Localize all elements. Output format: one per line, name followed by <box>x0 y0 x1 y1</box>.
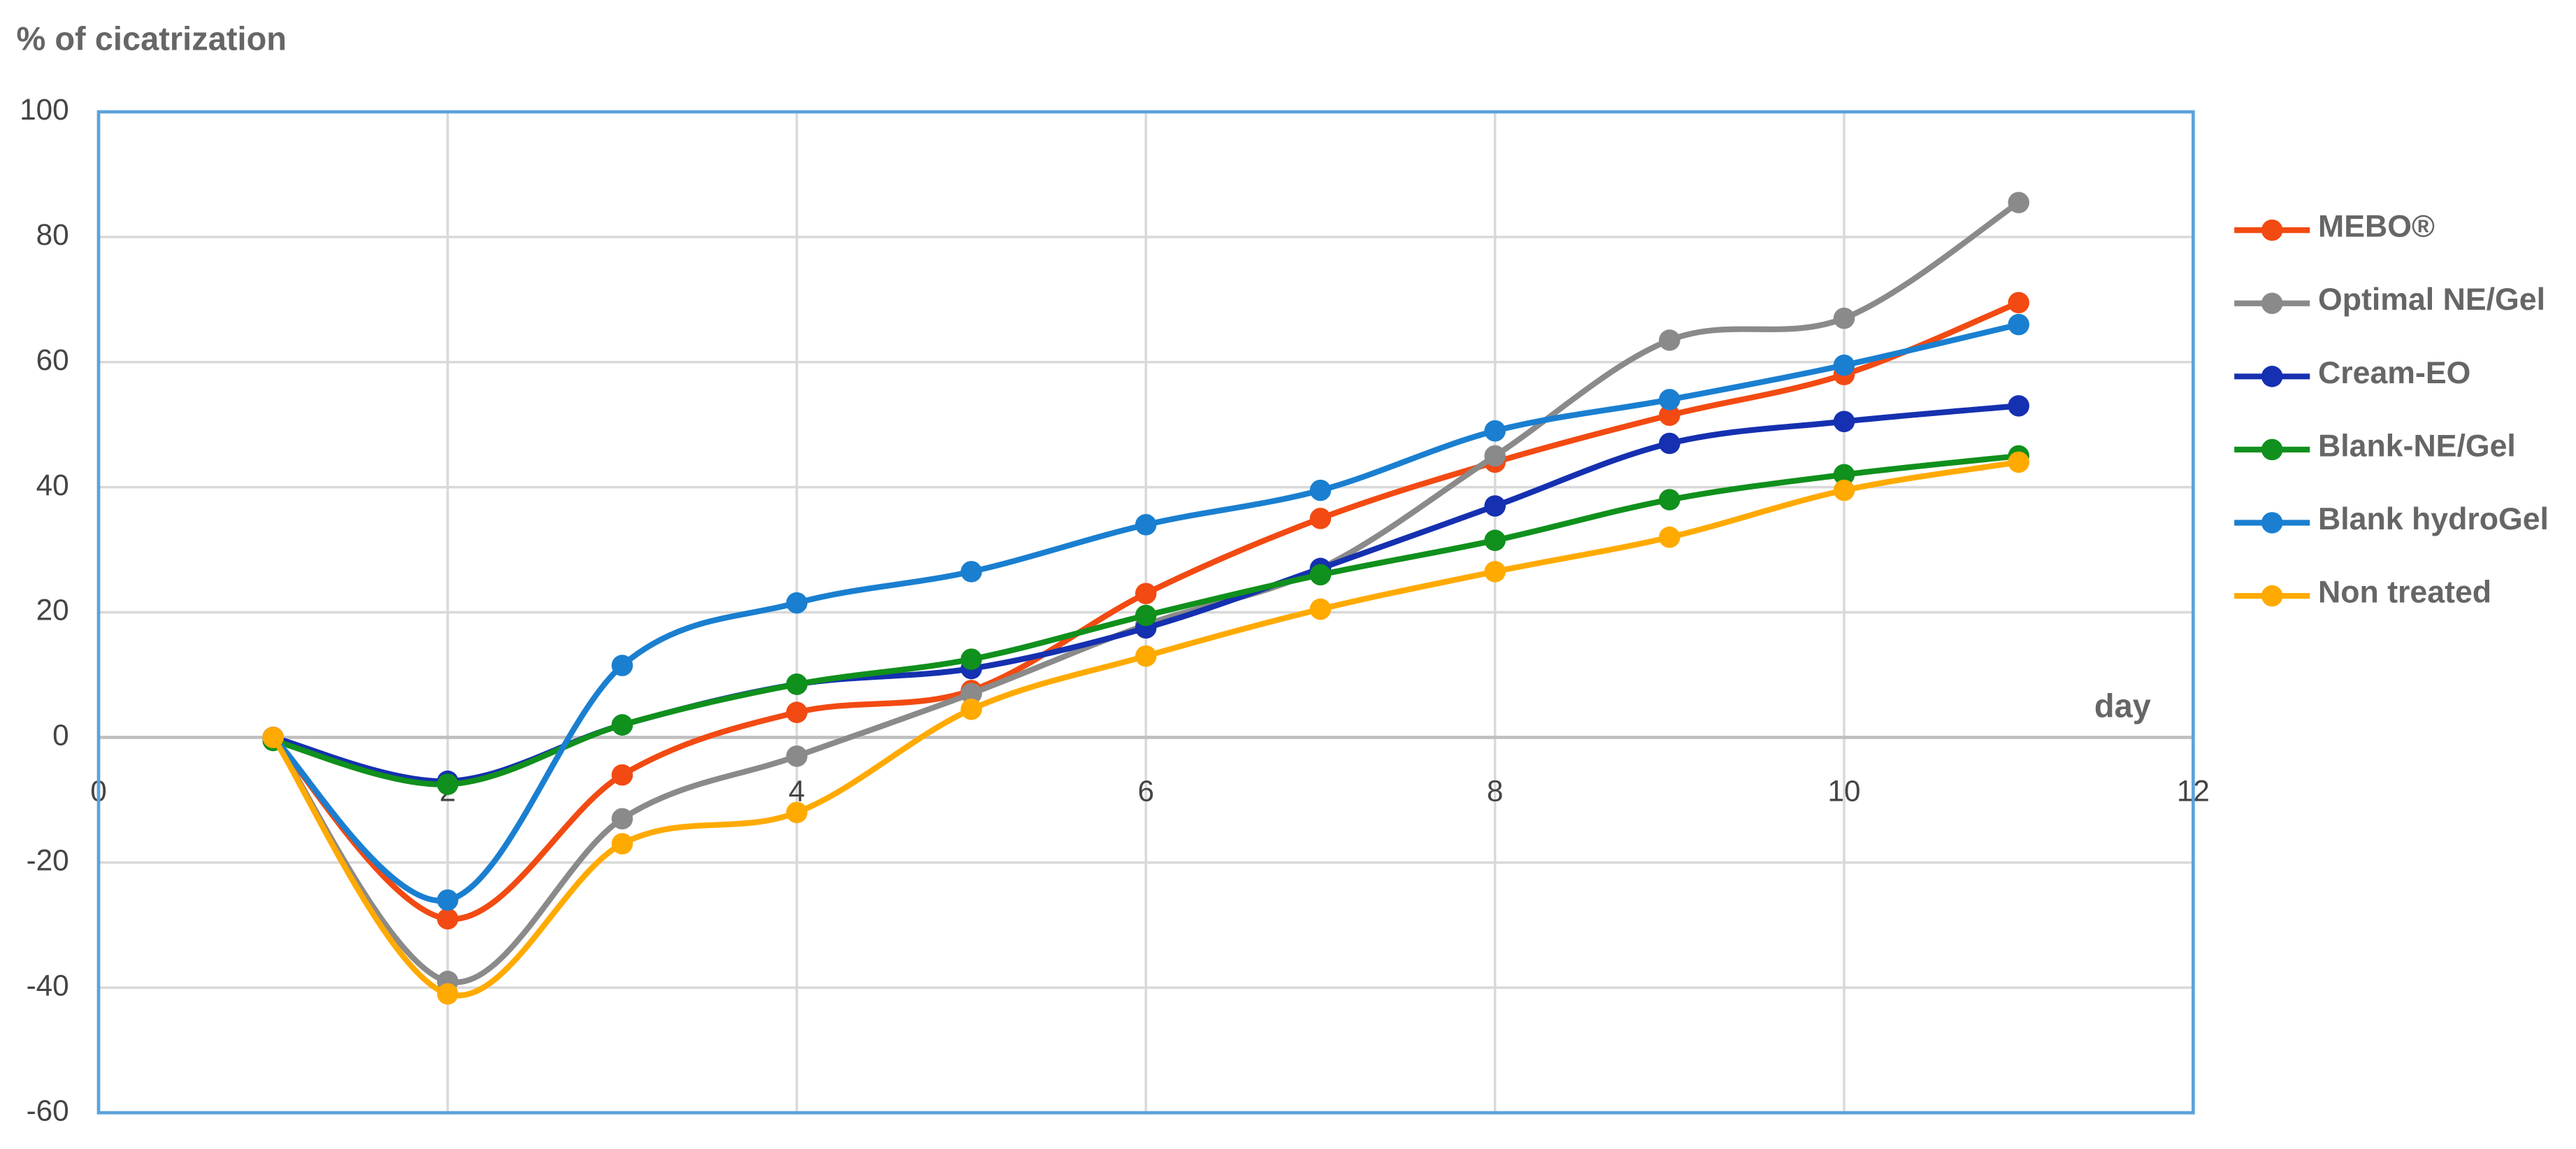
data-point <box>1833 464 1855 486</box>
series-line <box>271 299 2020 922</box>
series-line <box>271 322 2020 904</box>
data-point <box>1135 583 1157 604</box>
data-point <box>786 673 808 695</box>
data-point <box>611 655 633 676</box>
data-point <box>2008 451 2029 473</box>
data-point <box>2008 292 2029 314</box>
data-point <box>437 773 459 795</box>
series-line <box>271 459 2020 999</box>
legend-label: Blank hydroGel <box>2318 502 2549 536</box>
y-tick-label: -40 <box>27 969 69 1001</box>
data-point <box>960 648 982 670</box>
plot-border <box>96 110 2195 1115</box>
y-tick-label: 0 <box>52 719 69 752</box>
legend-label: Optimal NE/Gel <box>2318 283 2545 317</box>
data-point <box>1309 598 1332 620</box>
data-point <box>1659 432 1681 455</box>
legend-label: Blank-NE/Gel <box>2318 429 2516 463</box>
data-point <box>786 801 808 824</box>
data-point <box>1659 404 1681 427</box>
data-point <box>1659 389 1681 411</box>
data-point <box>611 833 633 855</box>
data-point <box>1135 514 1157 536</box>
y-tick-label: -60 <box>27 1094 69 1127</box>
x-tick-label: 6 <box>1137 775 1154 808</box>
data-point <box>1833 411 1855 433</box>
legend-swatch <box>2261 438 2283 461</box>
x-tick-label: 4 <box>789 775 805 808</box>
data-point <box>437 908 459 930</box>
data-point <box>1659 489 1681 511</box>
data-point <box>437 983 459 1005</box>
data-point <box>960 561 982 583</box>
data-point <box>611 808 633 830</box>
data-point <box>1135 604 1157 627</box>
legend-swatch <box>2261 585 2283 607</box>
x-tick-label: 8 <box>1487 775 1504 808</box>
data-point <box>611 714 633 736</box>
legend-swatch <box>2261 512 2283 534</box>
data-point <box>960 683 982 705</box>
legend-swatch <box>2261 292 2283 315</box>
data-point <box>1484 495 1506 517</box>
data-point <box>1309 479 1332 501</box>
legend-swatch <box>2261 366 2283 387</box>
legend-swatch <box>2261 219 2283 241</box>
legend-label: Cream-EO <box>2318 356 2470 390</box>
data-point <box>1135 645 1157 667</box>
data-point <box>960 698 982 720</box>
data-point <box>2008 313 2029 336</box>
data-point <box>1484 561 1506 583</box>
data-point <box>1484 420 1506 442</box>
data-point <box>262 727 284 748</box>
data-point <box>2008 192 2029 213</box>
data-point <box>1659 329 1681 351</box>
data-point <box>1659 526 1681 548</box>
data-point <box>786 592 808 614</box>
data-point <box>1484 529 1506 551</box>
y-tick-label: 100 <box>20 93 69 126</box>
y-tick-label: 60 <box>36 343 69 376</box>
y-tick-label: 20 <box>36 594 69 627</box>
data-point <box>786 701 808 723</box>
data-point <box>1833 354 1855 376</box>
y-tick-label: -20 <box>27 844 69 877</box>
data-point <box>437 889 459 911</box>
y-axis-label: % of cicatrization <box>17 20 287 57</box>
data-point <box>1309 508 1332 529</box>
data-point <box>1484 445 1506 467</box>
legend-label: Non treated <box>2318 575 2491 609</box>
x-axis-label: day <box>2094 687 2151 724</box>
data-point <box>1309 564 1332 586</box>
data-point <box>1833 479 1855 501</box>
legend-label: MEBO® <box>2318 210 2435 244</box>
y-tick-label: 40 <box>36 469 69 501</box>
data-point <box>1833 307 1855 329</box>
y-tick-label: 80 <box>36 218 69 251</box>
data-point <box>2008 395 2029 417</box>
x-tick-label: 10 <box>1827 775 1860 808</box>
data-point <box>611 764 633 786</box>
data-point <box>786 745 808 767</box>
